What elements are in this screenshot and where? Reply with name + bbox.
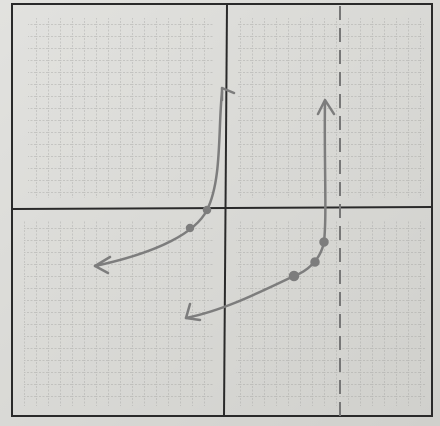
point — [321, 239, 328, 246]
grid-bottom-left — [24, 220, 214, 406]
grid-bottom-right — [236, 220, 426, 406]
point — [312, 259, 319, 266]
photo — [0, 0, 440, 426]
point — [204, 207, 210, 213]
page: {} html, body { margin: 0; padding: 0; w… — [0, 0, 440, 426]
point — [290, 272, 298, 280]
body — [0, 0, 440, 426]
grid-top-left — [28, 18, 214, 198]
point — [187, 225, 193, 231]
